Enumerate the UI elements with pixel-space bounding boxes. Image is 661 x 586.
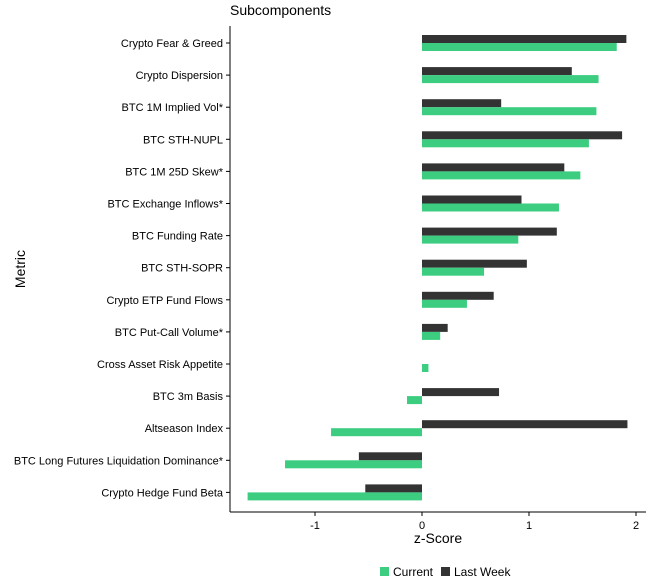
y-tick-label: BTC STH-NUPL xyxy=(143,134,223,146)
legend-label: Last Week xyxy=(454,565,511,579)
bars-group xyxy=(247,35,628,501)
y-tick-label: BTC Long Futures Liquidation Dominance* xyxy=(14,455,224,467)
bar-last-week xyxy=(422,323,448,332)
x-tick-label: 1 xyxy=(526,520,532,532)
bar-current xyxy=(407,396,422,405)
legend-swatch xyxy=(441,567,450,576)
bar-current xyxy=(422,107,597,116)
legend-swatch xyxy=(380,567,389,576)
bar-current xyxy=(422,299,467,308)
x-tick-label: -1 xyxy=(310,520,320,532)
bar-last-week xyxy=(422,35,627,43)
legend-label: Current xyxy=(393,565,434,579)
chart-title: Subcomponents xyxy=(230,2,331,18)
bar-current xyxy=(247,492,422,501)
bar-current xyxy=(422,171,581,180)
bar-last-week xyxy=(422,131,623,140)
y-tick-label: BTC 3m Basis xyxy=(153,391,224,403)
bar-current xyxy=(422,267,485,276)
y-tick-label: Crypto ETP Fund Flows xyxy=(106,295,223,307)
bar-current xyxy=(422,364,429,372)
bar-last-week xyxy=(422,99,502,108)
y-tick-label: Altseason Index xyxy=(145,423,224,435)
bar-current xyxy=(285,460,422,469)
y-tick-label: Cross Asset Risk Appetite xyxy=(97,359,223,371)
y-tick-label: BTC Exchange Inflows* xyxy=(107,199,223,211)
bar-last-week xyxy=(422,259,527,268)
x-axis-ticks: -1 0 1 2 xyxy=(310,512,639,532)
y-axis-title: Metric xyxy=(12,250,28,288)
bar-last-week xyxy=(358,452,422,461)
bar-current xyxy=(422,235,519,244)
y-tick-label: BTC 1M 25D Skew* xyxy=(125,166,224,178)
y-tick-label: Crypto Fear & Greed xyxy=(121,38,223,50)
y-tick-label: BTC STH-SOPR xyxy=(141,263,223,275)
x-axis-title: z-Score xyxy=(414,530,462,546)
bar-last-week xyxy=(422,420,628,429)
bar-last-week xyxy=(422,227,557,236)
y-tick-label: BTC 1M Implied Vol* xyxy=(122,102,224,114)
bar-last-week xyxy=(422,67,572,76)
bar-current xyxy=(422,43,617,51)
bar-last-week xyxy=(422,388,500,397)
bar-current xyxy=(422,203,559,212)
bar-last-week xyxy=(422,163,565,172)
bar-last-week xyxy=(365,484,422,493)
bar-last-week xyxy=(422,291,494,300)
y-tick-label: BTC Put-Call Volume* xyxy=(115,327,224,339)
bar-current xyxy=(422,75,599,84)
bar-last-week xyxy=(422,195,522,204)
bar-current xyxy=(422,331,441,340)
x-tick-label: 0 xyxy=(419,520,425,532)
legend: Current Last Week xyxy=(380,565,511,579)
bar-current xyxy=(422,139,589,148)
y-tick-label: Crypto Dispersion xyxy=(136,70,223,82)
y-tick-label: Crypto Hedge Fund Beta xyxy=(101,487,224,499)
x-tick-label: 2 xyxy=(633,520,639,532)
y-tick-label: BTC Funding Rate xyxy=(132,231,223,243)
bar-current xyxy=(331,428,422,437)
category-labels: Crypto Fear & Greed Crypto Dispersion BTC … xyxy=(14,38,230,499)
